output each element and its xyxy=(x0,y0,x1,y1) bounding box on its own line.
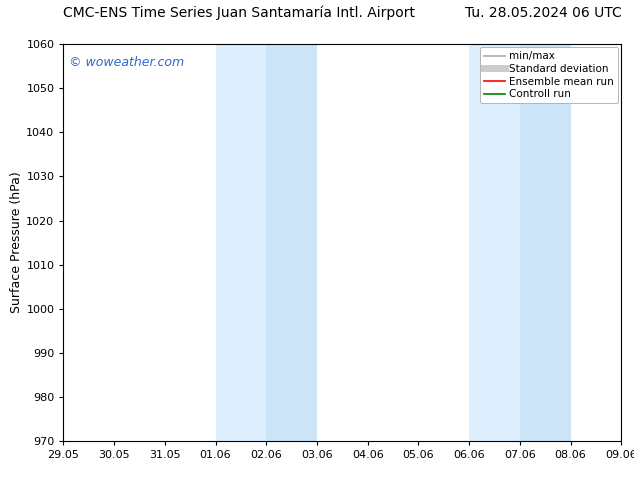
Y-axis label: Surface Pressure (hPa): Surface Pressure (hPa) xyxy=(11,172,23,314)
Bar xyxy=(266,44,317,441)
Text: CMC-ENS Time Series Juan Santamaría Intl. Airport: CMC-ENS Time Series Juan Santamaría Intl… xyxy=(63,5,415,20)
Bar xyxy=(216,44,266,441)
Bar xyxy=(469,44,520,441)
Text: Tu. 28.05.2024 06 UTC: Tu. 28.05.2024 06 UTC xyxy=(465,5,621,20)
Legend: min/max, Standard deviation, Ensemble mean run, Controll run: min/max, Standard deviation, Ensemble me… xyxy=(480,47,618,103)
Bar xyxy=(520,44,571,441)
Text: © woweather.com: © woweather.com xyxy=(69,56,184,69)
